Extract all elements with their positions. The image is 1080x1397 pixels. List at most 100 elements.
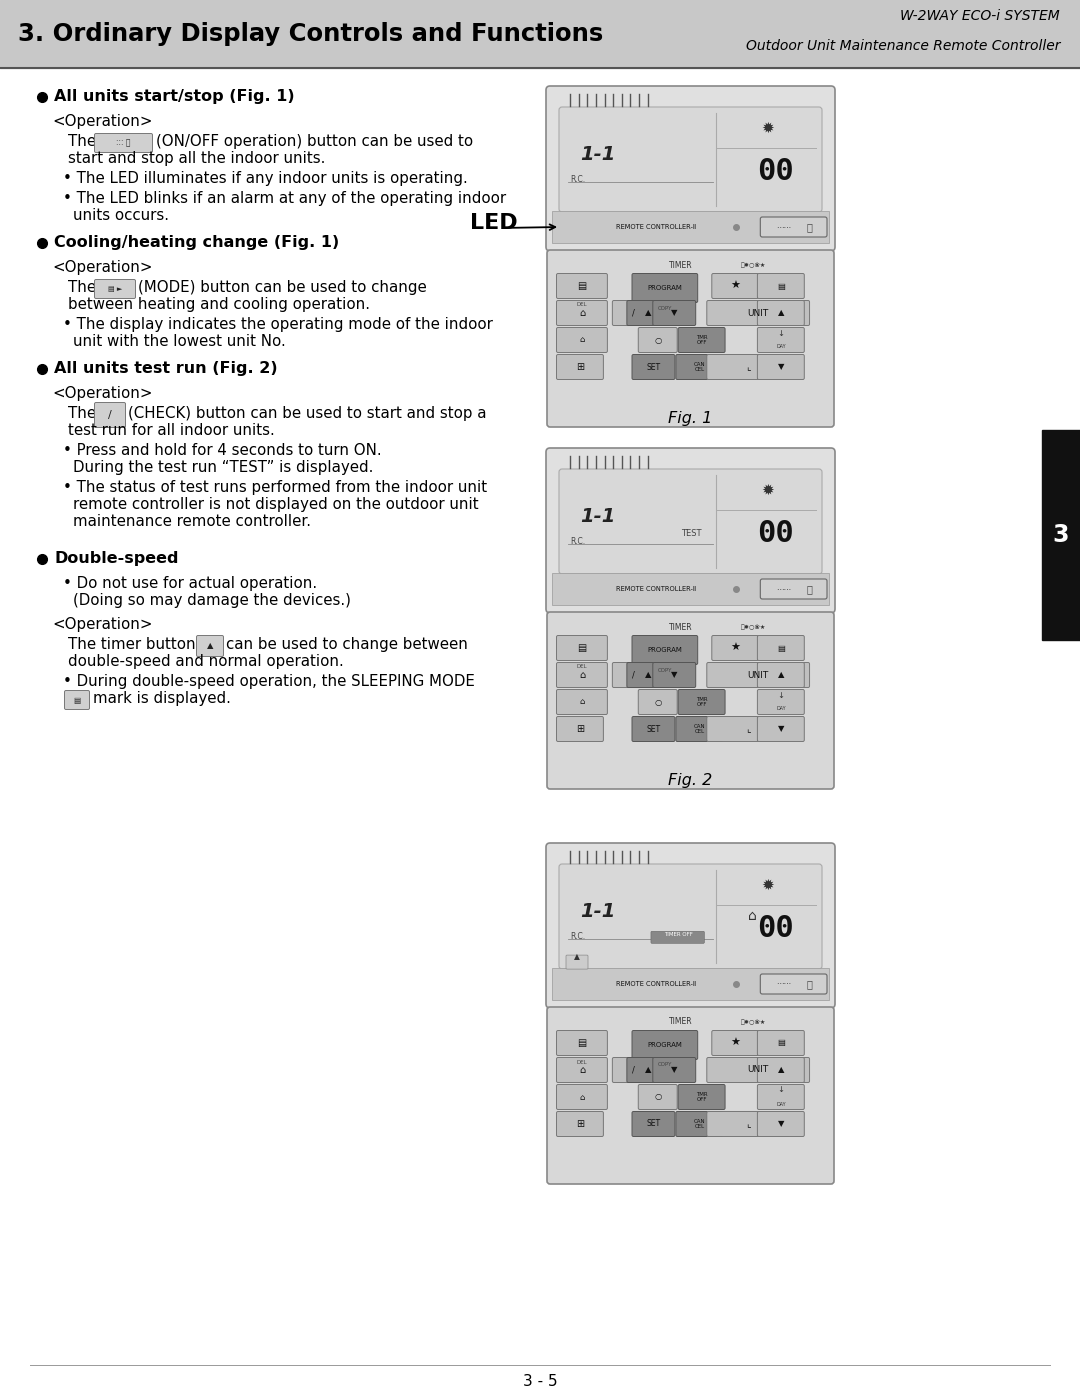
Text: ⌂: ⌂ (579, 671, 585, 680)
Text: ▼: ▼ (671, 309, 677, 317)
Text: COPY: COPY (658, 306, 672, 310)
Text: ★: ★ (730, 643, 740, 652)
Text: DAY: DAY (777, 345, 785, 349)
FancyBboxPatch shape (757, 274, 805, 299)
Text: TIMER: TIMER (669, 623, 692, 631)
Text: ⌂: ⌂ (579, 1065, 585, 1076)
FancyBboxPatch shape (556, 636, 607, 661)
Text: DEL: DEL (577, 665, 588, 669)
Text: The: The (68, 279, 96, 295)
Text: • The display indicates the operating mode of the indoor: • The display indicates the operating mo… (63, 317, 492, 332)
Text: <Operation>: <Operation> (52, 115, 152, 129)
Text: ▤ ►: ▤ ► (108, 286, 122, 292)
FancyBboxPatch shape (706, 662, 810, 687)
FancyBboxPatch shape (757, 1058, 805, 1083)
FancyBboxPatch shape (757, 690, 805, 714)
FancyBboxPatch shape (712, 636, 758, 661)
Text: ▼: ▼ (671, 671, 677, 679)
Text: 3: 3 (1053, 522, 1069, 548)
Text: R.C.: R.C. (570, 932, 585, 940)
FancyBboxPatch shape (706, 1112, 789, 1137)
Text: /: / (108, 409, 112, 420)
Text: Fig. 2: Fig. 2 (669, 773, 713, 788)
FancyBboxPatch shape (757, 717, 805, 742)
Text: /: / (633, 309, 635, 317)
FancyBboxPatch shape (712, 1031, 758, 1056)
Text: Ⓐ✹○❀★: Ⓐ✹○❀★ (741, 624, 766, 630)
FancyBboxPatch shape (632, 1112, 675, 1137)
Text: TIMER: TIMER (669, 260, 692, 270)
Bar (1042, 430, 1080, 640)
Text: REMOTE CONTROLLER-Ⅱ: REMOTE CONTROLLER-Ⅱ (617, 981, 697, 988)
Text: COPY: COPY (658, 1063, 672, 1067)
Text: UNIT: UNIT (747, 1066, 769, 1074)
Text: 1-1: 1-1 (580, 507, 616, 527)
Text: PROGRAM: PROGRAM (647, 647, 683, 652)
Text: PROGRAM: PROGRAM (647, 1042, 683, 1048)
Text: • Press and hold for 4 seconds to turn ON.: • Press and hold for 4 seconds to turn O… (63, 443, 381, 458)
FancyBboxPatch shape (632, 355, 675, 380)
FancyBboxPatch shape (546, 612, 834, 789)
Text: The: The (68, 134, 96, 149)
Text: ↓: ↓ (778, 328, 784, 338)
Text: REMOTE CONTROLLER-Ⅱ: REMOTE CONTROLLER-Ⅱ (617, 585, 697, 592)
FancyBboxPatch shape (626, 662, 670, 687)
FancyBboxPatch shape (706, 717, 789, 742)
Text: CAN
CEL: CAN CEL (693, 724, 705, 735)
Text: (Doing so may damage the devices.): (Doing so may damage the devices.) (73, 592, 351, 608)
Text: SET: SET (647, 362, 661, 372)
FancyBboxPatch shape (612, 1058, 656, 1083)
Text: ⋯⋯: ⋯⋯ (777, 979, 792, 989)
Text: DEL: DEL (577, 303, 588, 307)
Text: 00: 00 (757, 914, 794, 943)
Text: maintenance remote controller.: maintenance remote controller. (73, 514, 311, 529)
FancyBboxPatch shape (95, 402, 125, 427)
Text: W-2WAY ECO-i SYSTEM: W-2WAY ECO-i SYSTEM (901, 8, 1059, 22)
FancyBboxPatch shape (559, 108, 822, 212)
Text: ▤: ▤ (73, 696, 81, 704)
FancyBboxPatch shape (678, 327, 725, 352)
Text: ▲: ▲ (778, 1066, 784, 1074)
FancyBboxPatch shape (546, 1007, 834, 1185)
Text: remote controller is not displayed on the outdoor unit: remote controller is not displayed on th… (73, 497, 478, 511)
Text: R.C.: R.C. (570, 536, 585, 546)
Text: ↓: ↓ (778, 1085, 784, 1094)
FancyBboxPatch shape (546, 250, 834, 427)
Text: ▲: ▲ (645, 671, 651, 679)
FancyBboxPatch shape (760, 578, 827, 599)
FancyBboxPatch shape (95, 134, 152, 152)
Text: ⌂: ⌂ (579, 335, 584, 345)
FancyBboxPatch shape (638, 327, 677, 352)
Text: ○: ○ (654, 335, 661, 345)
FancyBboxPatch shape (632, 717, 675, 742)
Text: LED: LED (470, 212, 517, 233)
Text: double-speed and normal operation.: double-speed and normal operation. (68, 654, 343, 669)
FancyBboxPatch shape (757, 662, 805, 687)
Text: <Operation>: <Operation> (52, 386, 152, 401)
Text: ✹: ✹ (761, 877, 774, 893)
Text: ⌂: ⌂ (579, 307, 585, 319)
FancyBboxPatch shape (757, 1031, 805, 1056)
Text: TIMER: TIMER (669, 1017, 692, 1027)
Text: ⌞: ⌞ (746, 362, 751, 372)
Text: ⏻: ⏻ (807, 979, 812, 989)
Text: ⊞: ⊞ (576, 1119, 584, 1129)
FancyBboxPatch shape (546, 87, 835, 251)
Bar (552, 211, 829, 243)
Text: Fig. 1: Fig. 1 (669, 411, 713, 426)
FancyBboxPatch shape (566, 956, 588, 970)
FancyBboxPatch shape (760, 974, 827, 995)
Text: (MODE) button can be used to change: (MODE) button can be used to change (138, 279, 427, 295)
FancyBboxPatch shape (556, 690, 607, 714)
Text: ★: ★ (730, 1038, 740, 1048)
Text: ⏻: ⏻ (807, 222, 812, 232)
Text: <Operation>: <Operation> (52, 617, 152, 631)
FancyBboxPatch shape (556, 327, 607, 352)
FancyBboxPatch shape (678, 1084, 725, 1109)
Text: ↓: ↓ (778, 690, 784, 700)
Text: SET: SET (647, 1119, 661, 1129)
Text: ★: ★ (730, 281, 740, 291)
Text: mark is displayed.: mark is displayed. (93, 692, 231, 705)
FancyBboxPatch shape (612, 662, 656, 687)
FancyBboxPatch shape (632, 274, 698, 303)
